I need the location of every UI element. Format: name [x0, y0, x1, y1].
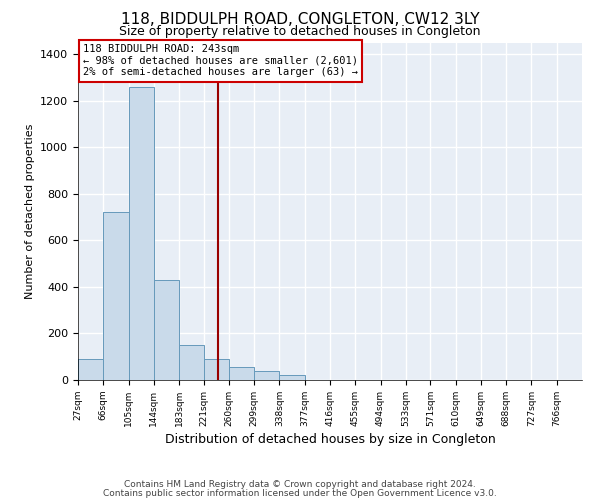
Bar	[229, 367, 254, 380]
Text: 118 BIDDULPH ROAD: 243sqm
← 98% of detached houses are smaller (2,601)
2% of sem: 118 BIDDULPH ROAD: 243sqm ← 98% of detac…	[83, 44, 358, 78]
Text: 118, BIDDULPH ROAD, CONGLETON, CW12 3LY: 118, BIDDULPH ROAD, CONGLETON, CW12 3LY	[121, 12, 479, 28]
Bar	[154, 280, 179, 380]
Bar	[128, 86, 154, 380]
Bar	[78, 359, 103, 380]
Bar	[179, 345, 203, 380]
Text: Contains HM Land Registry data © Crown copyright and database right 2024.: Contains HM Land Registry data © Crown c…	[124, 480, 476, 489]
Bar	[254, 370, 280, 380]
Text: Contains public sector information licensed under the Open Government Licence v3: Contains public sector information licen…	[103, 488, 497, 498]
Y-axis label: Number of detached properties: Number of detached properties	[25, 124, 35, 299]
Bar	[203, 359, 229, 380]
Bar	[280, 376, 305, 380]
Text: Size of property relative to detached houses in Congleton: Size of property relative to detached ho…	[119, 25, 481, 38]
Bar	[103, 212, 128, 380]
X-axis label: Distribution of detached houses by size in Congleton: Distribution of detached houses by size …	[164, 433, 496, 446]
